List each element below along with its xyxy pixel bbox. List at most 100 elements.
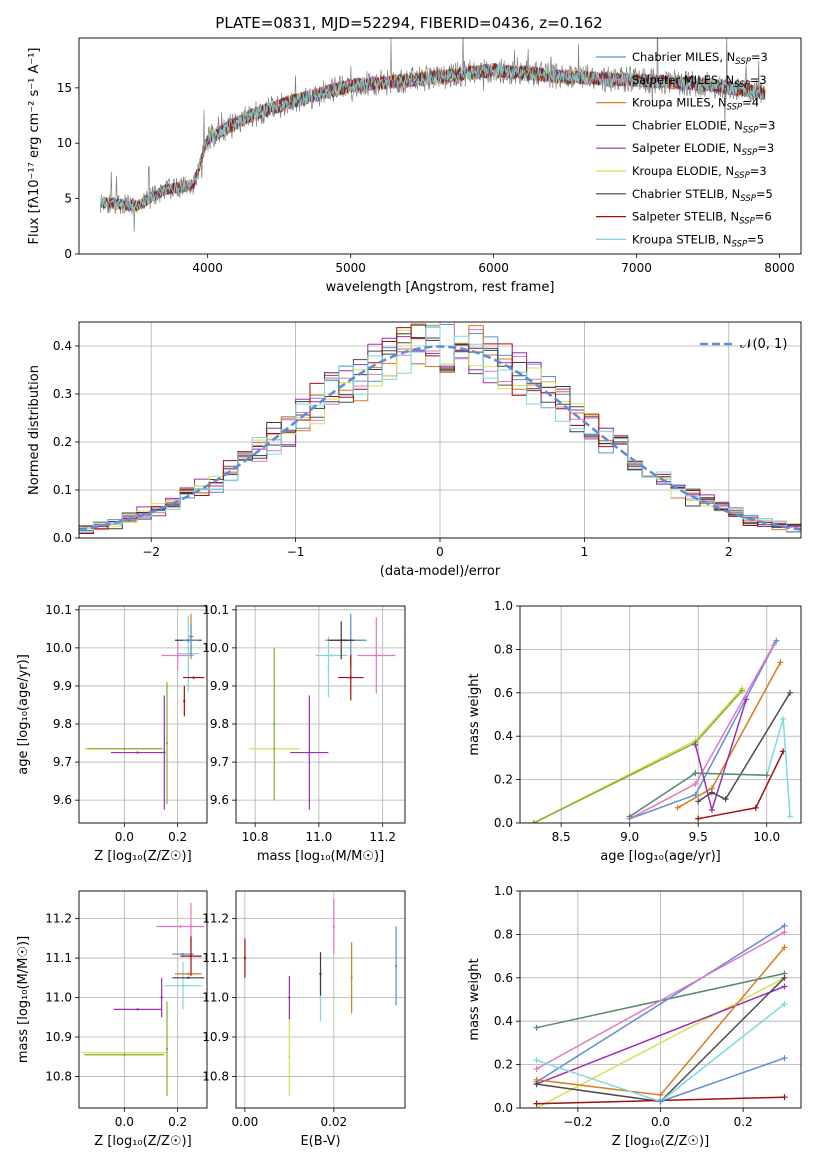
y-tick-label: 10 (57, 136, 72, 150)
series-marker (695, 798, 702, 805)
series-marker (787, 813, 794, 820)
x-tick-label: 5000 (335, 261, 366, 275)
x-tick-label: 1 (581, 545, 589, 559)
plot-area (236, 891, 405, 1108)
data-point (340, 639, 343, 642)
legend-entry: Salpeter MILES, NSSP=3 (632, 73, 767, 90)
y-tick-label: 10.1 (45, 603, 72, 617)
axes-frame (78, 605, 208, 824)
axes-frame (78, 321, 802, 539)
series-marker (722, 796, 729, 803)
y-tick-label: 10.9 (45, 1030, 72, 1044)
legend-sub: SSP (734, 80, 750, 90)
x-tick-label: 0.0 (115, 1115, 134, 1129)
y-tick-label: 10.0 (45, 641, 72, 655)
legend-suffix: =4 (742, 96, 759, 110)
series-marker (739, 687, 746, 694)
y-axis-label: Normed distribution (27, 365, 42, 495)
data-point (160, 996, 163, 999)
series-marker (781, 1094, 788, 1101)
y-tick-label: 10.8 (202, 1069, 229, 1083)
series-line (536, 977, 785, 1108)
data-point (136, 1008, 139, 1011)
series-line (697, 692, 791, 802)
plot-area (79, 322, 801, 538)
data-point (187, 976, 190, 979)
series-marker (781, 922, 788, 929)
data-point (189, 925, 193, 928)
y-tick-label: 1.0 (494, 884, 513, 898)
legend-name: Kroupa STELIB, N (632, 232, 732, 246)
legend-entry: Chabrier ELODIE, NSSP=3 (632, 118, 775, 135)
series-marker (530, 820, 537, 823)
legend-entry: 𝒩(0, 1) (740, 337, 787, 352)
x-tick-label: 9.0 (620, 830, 639, 844)
x-tick-label: 4000 (192, 261, 223, 275)
series-marker (743, 696, 750, 703)
x-tick-label: 0.2 (734, 1115, 753, 1129)
y-axis-label: mass weight (467, 673, 482, 755)
data-point (123, 1053, 126, 1056)
y-tick-label: 9.8 (53, 717, 72, 731)
data-point (189, 639, 193, 642)
panel-6: 0.0 0.2 10.8 10.9 11.0 11.1 11.2 Z [log₁₀(Z/Z☉)… (16, 890, 208, 1149)
legend-entry: Kroupa ELODIE, NSSP=3 (632, 164, 767, 181)
legend-sub: SSP (742, 148, 758, 158)
y-tick-label: 11.2 (202, 912, 229, 926)
y-tick-label: 10.1 (202, 603, 229, 617)
series-marker (692, 780, 699, 787)
data-point (123, 1051, 126, 1054)
x-tick-label: 0.02 (320, 1115, 347, 1129)
plot-area (520, 606, 801, 823)
panel-3: 0.0 0.2 9.6 9.7 9.8 9.9 10.0 10.1 Z [log₁₀(Z/Z☉)… (16, 603, 208, 864)
data-point (332, 925, 336, 928)
legend-suffix: =5 (747, 232, 764, 246)
x-tick-label: 8000 (764, 261, 795, 275)
legend-sub: SSP (727, 103, 743, 113)
y-tick-label: 10.0 (202, 641, 229, 655)
series-marker (787, 689, 794, 696)
model-spectrum (100, 63, 766, 211)
data-point (349, 676, 352, 679)
y-tick-label: 0.4 (494, 729, 513, 743)
series-marker (533, 1057, 540, 1064)
legend-name: Chabrier STELIB, N (632, 187, 740, 201)
series-marker (708, 789, 715, 796)
legend-name: Chabrier MILES, N (632, 50, 735, 64)
y-tick-label: 0.6 (494, 686, 513, 700)
x-tick-label: 11.2 (369, 830, 396, 844)
legend-sub: SSP (735, 57, 751, 67)
x-tick-label: 7000 (621, 261, 652, 275)
series-marker (781, 944, 788, 951)
data-point (327, 665, 330, 669)
legend-name: Salpeter ELODIE, N (632, 141, 742, 155)
y-tick-label: 11.0 (202, 991, 229, 1005)
y-tick-label: 9.7 (210, 755, 229, 769)
panel-4: 10.8 11.0 11.2 9.6 9.7 9.8 9.9 10.0 10.1 mass [lo… (202, 603, 406, 864)
y-axis-label: Flux [fλ10⁻¹⁷ erg cm⁻² s⁻¹ A⁻¹] (27, 48, 42, 245)
plot-area (79, 606, 207, 823)
x-axis-label: (data-model)/error (380, 564, 501, 579)
plot-area (79, 891, 207, 1108)
data-point (179, 925, 182, 928)
y-tick-label: 0.0 (494, 816, 513, 830)
series-marker (657, 1098, 664, 1105)
x-axis-label: mass [log₁₀(M/M☉)] (257, 849, 384, 864)
y-axis-label: age [log₁₀(age/yr)] (16, 654, 31, 775)
data-point (192, 676, 195, 679)
panel-5: 8.5 9.0 9.5 10.0 0.0 0.2 0.4 0.6 0.8 1.0 age [log₁… (467, 599, 802, 864)
data-point (273, 722, 276, 726)
y-tick-label: 11.1 (202, 951, 229, 965)
series-marker (781, 1055, 788, 1062)
legend-suffix: =5 (756, 187, 773, 201)
data-point (394, 964, 398, 968)
data-point (243, 956, 247, 960)
panel-7: 0.00 0.02 10.8 10.9 11.0 11.1 11.2 E(B-V) (202, 890, 406, 1149)
series-marker (763, 772, 770, 779)
x-tick-label: −2 (142, 545, 160, 559)
series-marker (781, 1000, 788, 1007)
legend-entry: Salpeter STELIB, NSSP=6 (632, 210, 772, 227)
legend-name: Kroupa MILES, N (632, 96, 727, 110)
data-point (350, 976, 353, 979)
legend-name: Salpeter MILES, N (632, 73, 734, 87)
